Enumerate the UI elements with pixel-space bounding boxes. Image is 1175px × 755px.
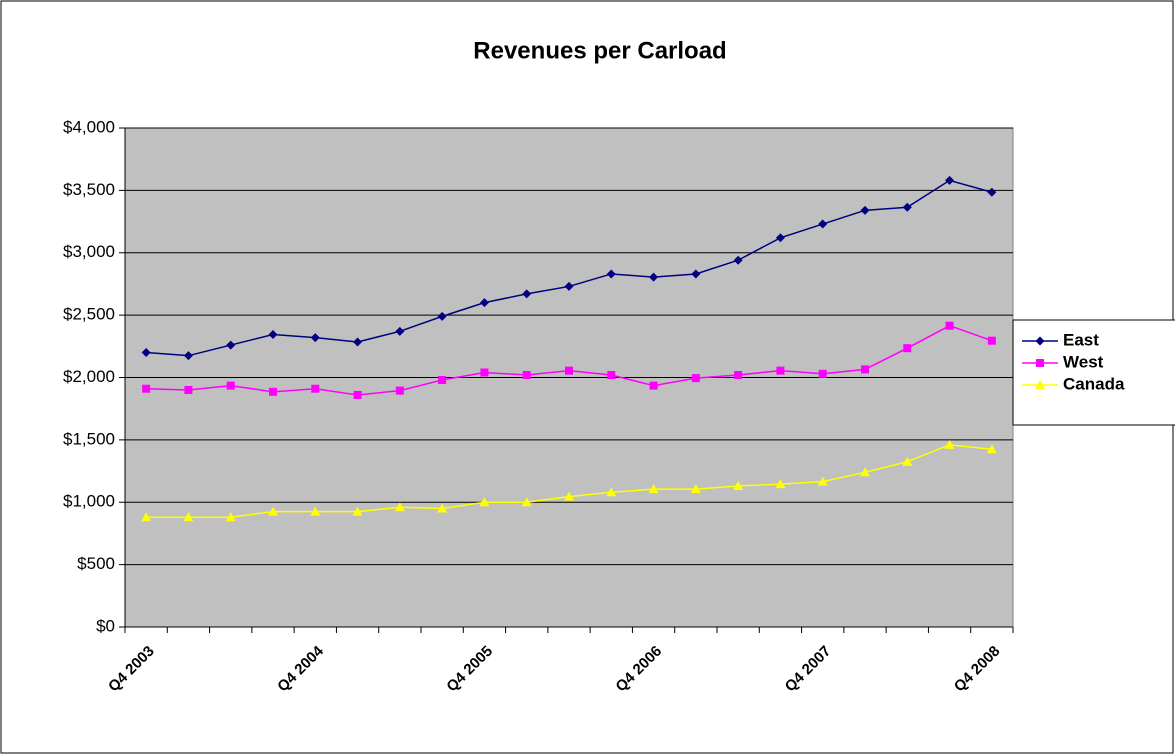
data-point <box>310 506 321 516</box>
legend-label: West <box>1063 352 1104 371</box>
data-point <box>438 375 447 384</box>
data-point <box>861 365 869 374</box>
y-tick-label: $0 <box>96 616 115 635</box>
data-point <box>269 387 277 396</box>
data-point <box>649 381 658 390</box>
y-tick-label: $3,500 <box>63 180 115 199</box>
y-tick-label: $4,000 <box>63 117 115 136</box>
y-tick-label: $1,500 <box>63 429 115 448</box>
data-point <box>395 386 404 395</box>
data-point <box>734 371 743 380</box>
data-point <box>1035 336 1045 346</box>
data-point <box>437 503 448 513</box>
data-point <box>691 269 701 279</box>
data-point <box>564 491 574 501</box>
data-point <box>733 255 743 265</box>
data-point <box>817 476 828 486</box>
data-point <box>226 381 235 390</box>
data-point <box>860 467 870 477</box>
y-tick-label: $2,500 <box>63 305 115 324</box>
data-point <box>521 497 532 507</box>
data-point <box>311 384 320 393</box>
data-point <box>776 366 785 375</box>
y-tick-label: $500 <box>77 554 115 573</box>
data-point <box>691 374 700 383</box>
data-point <box>860 205 870 215</box>
data-point <box>648 484 659 494</box>
data-point <box>986 444 997 454</box>
data-point <box>268 329 278 339</box>
data-point <box>141 512 152 522</box>
data-point <box>902 202 912 212</box>
data-point <box>352 506 363 516</box>
legend-label: Canada <box>1063 374 1125 393</box>
data-point <box>902 456 913 466</box>
data-point <box>353 337 363 347</box>
data-point <box>606 487 617 497</box>
data-point <box>945 321 954 330</box>
chart-title: Revenues per Carload <box>473 37 726 64</box>
data-point <box>184 385 193 394</box>
y-tick-label: $2,000 <box>63 367 115 386</box>
data-point <box>310 333 320 343</box>
y-tick-label: $3,000 <box>63 242 115 261</box>
data-point <box>142 384 151 393</box>
data-point <box>141 348 151 358</box>
data-point <box>479 298 489 308</box>
data-point <box>268 506 278 516</box>
data-point <box>903 344 912 353</box>
data-point <box>944 439 955 449</box>
data-point <box>1036 359 1044 367</box>
data-point <box>606 269 616 279</box>
data-point <box>649 272 659 282</box>
data-point <box>565 366 573 375</box>
data-point <box>353 390 362 399</box>
data-point <box>522 371 531 380</box>
data-point <box>733 481 744 491</box>
data-point <box>480 368 489 377</box>
data-point <box>183 512 194 522</box>
data-point <box>226 340 236 350</box>
data-point <box>690 484 701 494</box>
data-point <box>394 502 405 512</box>
data-point <box>564 281 574 291</box>
data-point <box>183 351 193 361</box>
data-point <box>225 512 236 522</box>
data-point <box>818 369 827 378</box>
data-point <box>945 175 955 185</box>
data-point <box>987 187 997 197</box>
data-point <box>775 233 785 243</box>
data-point <box>395 326 405 336</box>
data-point <box>479 497 490 507</box>
data-point <box>818 219 828 229</box>
data-point <box>607 371 616 380</box>
data-point <box>437 311 447 321</box>
data-point <box>987 336 996 345</box>
data-point <box>522 289 532 299</box>
legend-label: East <box>1063 330 1099 349</box>
y-tick-label: $1,000 <box>63 492 115 511</box>
data-point <box>1035 380 1045 389</box>
data-point <box>775 479 786 489</box>
